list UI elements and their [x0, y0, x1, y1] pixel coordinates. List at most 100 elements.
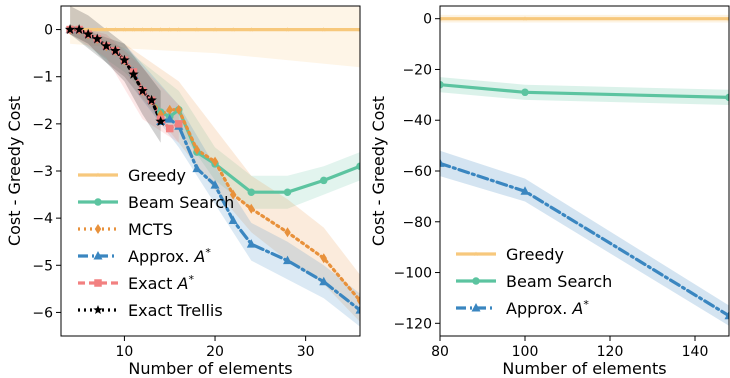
y-tick-label: −1 — [32, 70, 53, 86]
point-greedy — [122, 27, 127, 32]
point-exact — [165, 124, 174, 133]
legend-item-greedy: Greedy — [78, 166, 186, 185]
legend-label-beam: Beam Search — [128, 193, 234, 212]
point-mcts — [166, 104, 173, 115]
legend-item-approx: Approx. A* — [456, 298, 589, 318]
point-greedy — [149, 27, 154, 32]
point-mcts — [229, 189, 237, 200]
band-approx — [70, 24, 360, 327]
y-axis-label: Cost - Greedy Cost — [5, 96, 24, 246]
point-beam — [356, 162, 360, 171]
legend-marker-approx — [93, 251, 103, 260]
band-trellis — [70, 6, 161, 143]
point-beam — [247, 188, 256, 196]
band-greedy — [70, 6, 360, 68]
x-tick-label: 140 — [682, 344, 709, 360]
point-greedy — [131, 27, 136, 32]
point-mcts — [193, 144, 201, 155]
y-tick-label: −3 — [32, 164, 53, 180]
point-approx — [192, 163, 202, 173]
legend-label-beam: Beam Search — [506, 272, 612, 291]
y-tick-label: 0 — [423, 12, 432, 28]
band-approx — [440, 150, 729, 326]
point-trellis — [64, 24, 76, 35]
legend-item-beam: Beam Search — [456, 272, 612, 291]
y-tick-label: −40 — [402, 113, 432, 129]
plot-area — [440, 14, 729, 326]
y-tick-label: −6 — [32, 305, 53, 321]
point-mcts — [356, 295, 360, 306]
point-greedy — [176, 27, 182, 32]
point-greedy — [248, 27, 254, 32]
markers-approx — [440, 158, 729, 320]
legend-item-approx: Approx. A* — [78, 246, 211, 266]
point-approx — [355, 305, 360, 314]
markers-trellis — [64, 24, 166, 126]
point-approx — [165, 114, 175, 123]
y-tick-label: −2 — [32, 117, 53, 133]
chart-left: 10 20 30 0 −1 −2 −3 −4 −5 −6 Number of elements Cos… — [5, 5, 361, 378]
x-axis-label: Number of elements — [502, 359, 666, 378]
point-greedy — [158, 27, 164, 32]
point-approx — [724, 310, 729, 320]
legend-marker-greedy — [473, 251, 479, 257]
point-trellis — [137, 85, 148, 96]
y-tick-label: −4 — [32, 211, 53, 227]
legend-item-greedy: Greedy — [456, 245, 564, 264]
x-tick-label: 10 — [116, 344, 134, 360]
point-approx — [283, 255, 293, 265]
legend-label-greedy: Greedy — [128, 166, 186, 185]
legend-item-mcts: MCTS — [78, 220, 173, 239]
y-tick-label: −80 — [402, 215, 432, 231]
point-greedy — [194, 27, 200, 32]
y-tick-label: −60 — [402, 164, 432, 180]
x-tick-label: 20 — [206, 344, 224, 360]
point-approx — [440, 158, 445, 167]
point-beam — [725, 93, 729, 102]
legend: Greedy Beam Search Approx. A* — [456, 245, 612, 318]
y-tick-label: −120 — [394, 316, 432, 332]
band-beam — [440, 77, 729, 105]
legend-label-exact: Exact A* — [128, 273, 195, 293]
point-greedy — [522, 16, 528, 21]
y-tick-label: −20 — [402, 62, 432, 78]
band-mcts — [70, 24, 360, 322]
legend-marker-exact — [94, 279, 102, 287]
x-tick-label: 30 — [297, 344, 315, 360]
point-trellis — [119, 54, 130, 65]
legend-marker-mcts — [94, 224, 102, 234]
point-trellis — [146, 94, 157, 105]
point-beam — [320, 176, 328, 185]
legend-marker-beam — [94, 198, 102, 206]
point-approx — [246, 239, 256, 248]
point-trellis — [101, 40, 112, 51]
markers-greedy — [440, 16, 729, 21]
markers-beam — [440, 80, 729, 102]
point-greedy — [321, 27, 327, 32]
legend-label-approx: Approx. A* — [506, 298, 589, 318]
point-mcts — [284, 227, 291, 238]
point-greedy — [94, 27, 100, 32]
x-axis-label: Number of elements — [128, 359, 292, 378]
point-trellis — [92, 33, 103, 44]
point-greedy — [357, 27, 360, 32]
legend-label-trellis: Exact Trellis — [128, 301, 223, 320]
legend-item-exact: Exact A* — [78, 273, 195, 293]
point-greedy — [112, 27, 118, 32]
legend-marker-approx — [471, 303, 481, 312]
plot-area — [64, 6, 360, 327]
y-tick-label: −5 — [32, 258, 53, 274]
point-mcts — [248, 203, 255, 214]
point-beam — [440, 80, 444, 89]
point-trellis — [110, 45, 121, 56]
point-mcts — [320, 253, 328, 264]
legend-label-approx: Approx. A* — [128, 246, 211, 266]
y-axis-label: Cost - Greedy Cost — [369, 96, 388, 246]
point-approx — [319, 276, 329, 286]
point-greedy — [440, 16, 443, 21]
point-trellis — [155, 116, 166, 126]
band-beam — [70, 24, 360, 209]
x-tick-label: 100 — [512, 344, 539, 360]
point-greedy — [212, 27, 218, 32]
point-beam — [283, 188, 292, 196]
